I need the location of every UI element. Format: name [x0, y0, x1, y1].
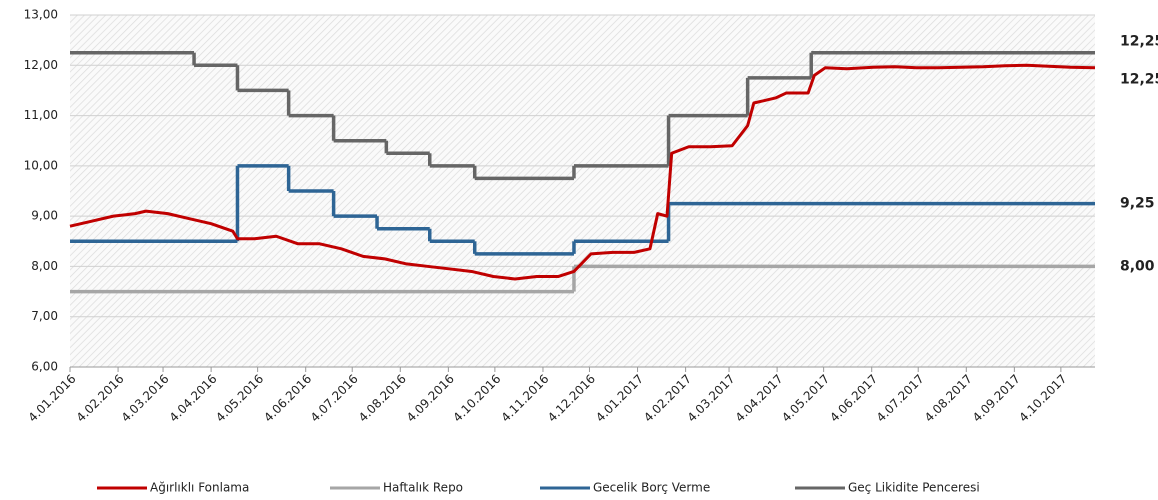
y-tick-label: 10,00 — [24, 158, 58, 172]
x-tick-label: 4.01.2017 — [593, 372, 646, 425]
y-tick-label: 9,00 — [31, 209, 58, 223]
x-tick-label: 4.05.2017 — [779, 372, 832, 425]
x-tick-label: 4.12.2016 — [545, 372, 598, 425]
y-tick-label: 11,00 — [24, 108, 58, 122]
x-tick-label: 4.01.2016 — [26, 372, 79, 425]
x-tick-label: 4.03.2016 — [119, 372, 172, 425]
legend-label: Haftalık Repo — [383, 481, 463, 495]
legend-label: Geç Likidite Penceresi — [848, 481, 980, 495]
end-label: 8,00 — [1120, 258, 1155, 274]
x-tick-label: 4.07.2016 — [308, 372, 361, 425]
end-label: 12,25 — [1120, 33, 1158, 49]
x-tick-label: 4.11.2016 — [498, 372, 551, 425]
y-tick-label: 8,00 — [31, 259, 58, 273]
series-line — [69, 63, 1096, 281]
legend-label: Ağırlıklı Fonlama — [150, 481, 249, 495]
x-tick-label: 4.07.2017 — [874, 372, 927, 425]
y-tick-label: 6,00 — [31, 360, 58, 374]
x-tick-label: 4.02.2016 — [74, 372, 127, 425]
x-tick-label: 4.10.2016 — [450, 372, 503, 425]
y-tick-label: 12,00 — [24, 58, 58, 72]
x-tick-label: 4.08.2017 — [922, 372, 975, 425]
plot-area — [70, 15, 1095, 367]
x-tick-label: 4.10.2017 — [1016, 372, 1069, 425]
x-tick-label: 4.06.2016 — [261, 372, 314, 425]
end-label: 12,25 — [1120, 71, 1158, 87]
y-tick-label: 13,00 — [24, 8, 58, 22]
x-tick-label: 4.06.2017 — [827, 372, 880, 425]
x-tick-label: 4.04.2017 — [733, 372, 786, 425]
x-tick-label: 4.03.2017 — [685, 372, 738, 425]
x-tick-label: 4.08.2016 — [356, 372, 409, 425]
x-tick-label: 4.05.2016 — [213, 372, 266, 425]
x-tick-label: 4.09.2017 — [970, 372, 1023, 425]
end-label: 9,25 — [1120, 196, 1155, 212]
y-tick-label: 7,00 — [31, 309, 58, 323]
x-tick-label: 4.04.2016 — [167, 372, 220, 425]
x-tick-label: 4.09.2016 — [404, 372, 457, 425]
legend-label: Gecelik Borç Verme — [593, 481, 710, 495]
